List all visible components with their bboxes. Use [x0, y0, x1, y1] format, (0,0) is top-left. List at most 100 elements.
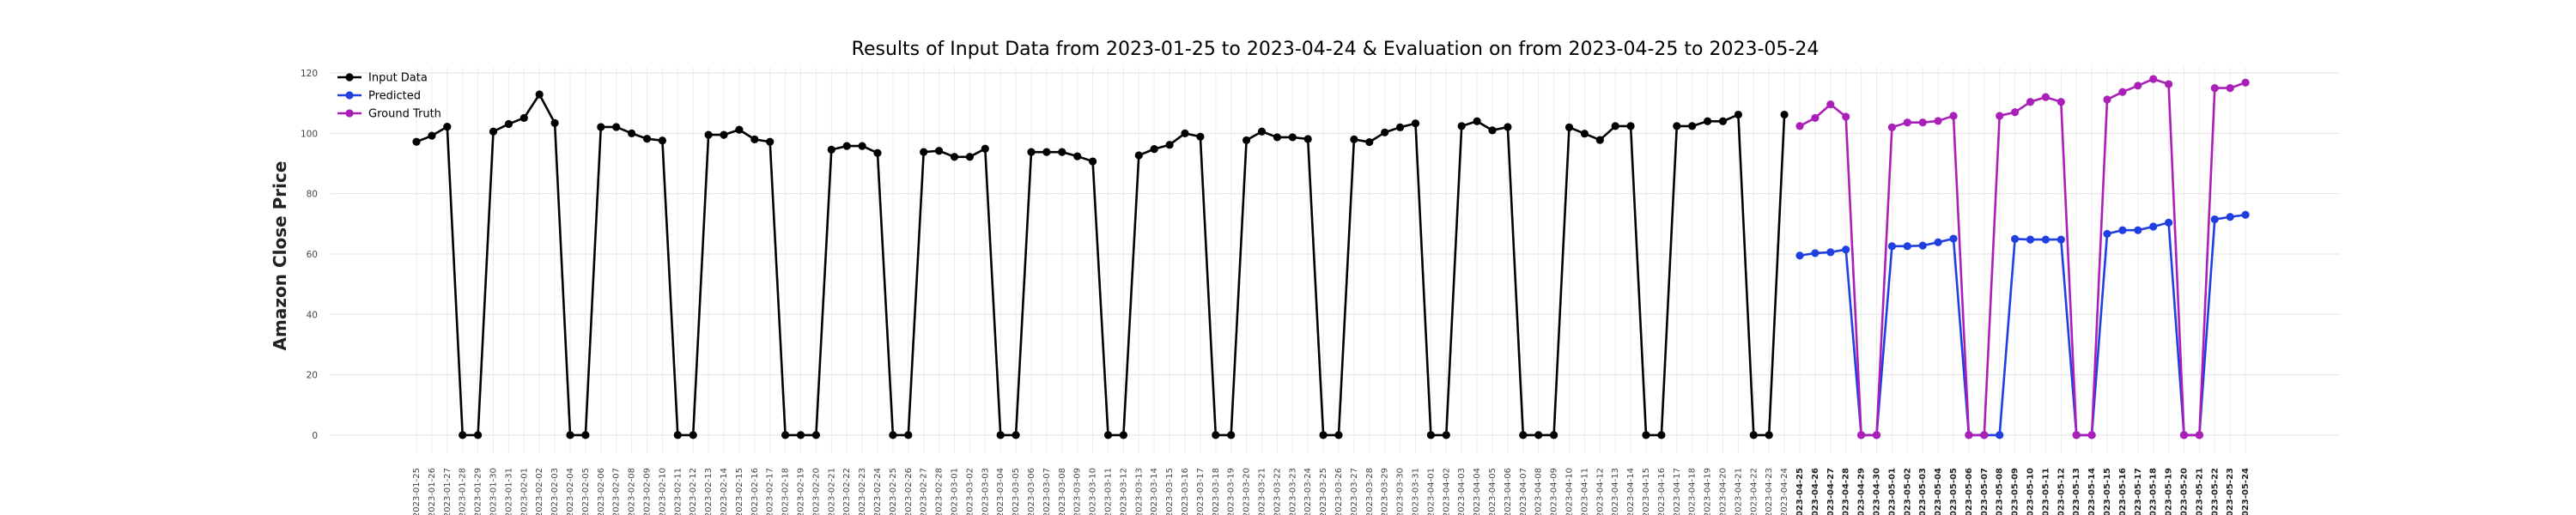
x-tick-label: 2023-02-10	[658, 468, 667, 515]
input-data-point	[1504, 123, 1512, 131]
x-tick-label: 2023-04-05	[1488, 468, 1498, 515]
x-tick-label: 2023-04-02	[1442, 468, 1451, 515]
x-tick-label: 2023-02-01	[519, 468, 529, 515]
ground-truth-point	[2026, 98, 2035, 106]
input-data-point	[935, 147, 944, 155]
ground-truth-point	[1811, 113, 1820, 123]
x-tick-label: 2023-03-15	[1165, 468, 1175, 515]
x-tick-label: 2023-02-18	[781, 468, 791, 515]
input-data-point	[1642, 431, 1650, 439]
y-tick-label: 120	[301, 69, 318, 79]
input-data-point	[1134, 151, 1143, 160]
ground-truth-point	[1842, 112, 1850, 121]
input-data-point	[858, 142, 866, 150]
x-tick-label: 2023-05-06	[1965, 468, 1974, 515]
input-data-point	[519, 113, 528, 123]
input-data-point	[1718, 117, 1728, 125]
chart-title: Results of Input Data from 2023-01-25 to…	[852, 39, 1820, 60]
x-tick-label: 2023-02-17	[766, 468, 775, 515]
input-data-point	[750, 135, 759, 143]
x-tick-label: 2023-03-21	[1258, 468, 1267, 515]
predicted-point	[2149, 222, 2158, 231]
input-data-point	[1580, 130, 1589, 138]
ground-truth-point	[1918, 118, 1927, 127]
x-tick-label: 2023-05-15	[2103, 468, 2112, 515]
input-data-point	[904, 431, 913, 439]
x-tick-label: 2023-05-14	[2087, 468, 2097, 515]
x-tick-label: 2023-04-04	[1473, 468, 1482, 515]
ground-truth-line	[1799, 77, 2246, 437]
x-tick-label: 2023-04-26	[1811, 468, 1820, 515]
y-tick-label: 0	[312, 431, 318, 441]
x-tick-label: 2023-04-29	[1857, 468, 1867, 515]
predicted-point	[2210, 215, 2219, 224]
input-data-point	[873, 148, 882, 157]
x-tick-label: 2023-03-05	[1012, 468, 1021, 515]
x-tick-label: 2023-04-28	[1842, 468, 1851, 515]
x-tick-label: 2023-05-04	[1934, 468, 1943, 515]
x-tick-label: 2023-03-30	[1396, 468, 1406, 515]
input-data-point	[1073, 152, 1082, 161]
predicted-point	[2011, 234, 2020, 243]
x-tick-label: 2023-04-13	[1611, 468, 1620, 515]
x-tick-label: 2023-05-19	[2165, 468, 2174, 515]
legend-item-input-data: Input Data	[337, 72, 428, 85]
x-tick-label: 2023-02-15	[735, 468, 744, 515]
x-tick-label: 2023-02-13	[704, 468, 714, 515]
legend-item-ground-truth: Ground Truth	[337, 108, 441, 121]
input-data-point	[658, 136, 667, 145]
legend-swatch-marker	[345, 73, 354, 82]
ground-truth-point	[2057, 98, 2065, 106]
x-tick-label: 2023-04-09	[1550, 468, 1559, 515]
input-data-point	[1365, 137, 1374, 147]
ground-truth-point	[1980, 431, 1989, 439]
predicted-point	[2103, 229, 2111, 239]
x-tick-label: 2023-04-23	[1765, 468, 1774, 515]
x-tick-label: 2023-04-12	[1595, 468, 1605, 515]
x-tick-label: 2023-03-13	[1134, 468, 1144, 515]
ground-truth-point	[2210, 84, 2219, 93]
x-tick-label: 2023-03-20	[1242, 468, 1252, 515]
ground-truth-point	[2179, 431, 2189, 439]
x-tick-label: 2023-04-03	[1457, 468, 1467, 515]
x-tick-label: 2023-04-15	[1642, 468, 1651, 515]
input-data-point	[566, 431, 574, 439]
input-data-point	[1150, 145, 1158, 154]
input-data-point	[1626, 122, 1635, 130]
x-tick-label: 2023-02-20	[811, 468, 821, 515]
x-tick-label: 2023-04-01	[1426, 468, 1436, 515]
x-tick-label: 2023-05-05	[1949, 468, 1959, 515]
x-tick-label: 2023-03-29	[1381, 468, 1390, 515]
input-data-point	[1181, 129, 1189, 137]
input-data-point	[920, 148, 928, 156]
x-tick-label: 2023-02-09	[643, 468, 653, 515]
x-tick-label: 2023-02-14	[720, 468, 729, 515]
input-data-point	[1442, 431, 1450, 439]
x-tick-label: 2023-04-06	[1504, 468, 1513, 515]
x-tick-label: 2023-03-02	[965, 468, 975, 515]
x-tick-label: 2023-02-21	[827, 468, 836, 515]
x-tick-label: 2023-01-29	[474, 468, 483, 515]
x-tick-label: 2023-04-07	[1519, 468, 1528, 515]
predicted-point	[2026, 235, 2035, 244]
input-data-point	[1704, 117, 1712, 125]
input-data-point	[474, 431, 483, 439]
input-data-point	[950, 153, 959, 161]
input-data-point	[628, 129, 636, 137]
ground-truth-point	[2072, 431, 2081, 439]
x-tick-label: 2023-02-06	[597, 468, 606, 515]
input-data-point	[443, 123, 452, 131]
x-tick-label: 2023-04-20	[1719, 468, 1728, 515]
predicted-point	[1795, 251, 1804, 260]
input-data-point	[704, 130, 713, 139]
input-data-point	[1396, 123, 1405, 131]
predicted-point	[2226, 213, 2234, 221]
y-tick-label: 60	[307, 250, 318, 260]
input-data-point	[1165, 141, 1174, 149]
x-tick-label: 2023-04-21	[1734, 468, 1743, 515]
predicted-point	[2134, 226, 2142, 234]
x-tick-label: 2023-04-08	[1534, 468, 1544, 515]
x-tick-label: 2023-05-02	[1903, 468, 1912, 515]
x-tick-label: 2023-02-07	[612, 468, 622, 515]
input-data-point	[1042, 148, 1051, 156]
